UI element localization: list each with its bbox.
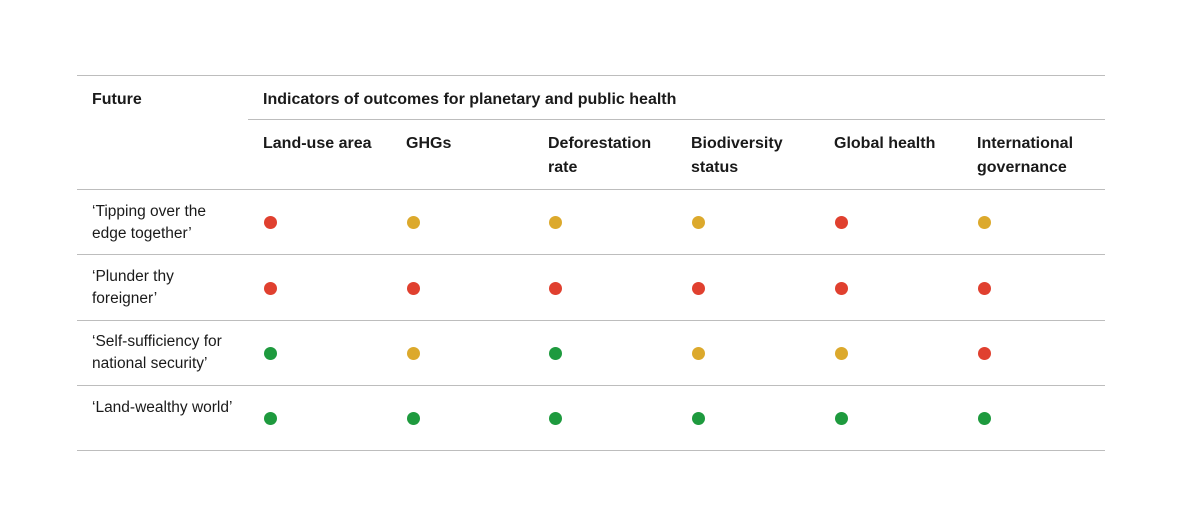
col-header-global-health: Global health <box>834 132 935 156</box>
status-dot-amber <box>978 216 991 229</box>
header-rule <box>77 189 1105 190</box>
status-dot-red <box>835 216 848 229</box>
status-dot-amber <box>549 216 562 229</box>
status-dot-red <box>692 282 705 295</box>
status-dot-green <box>549 412 562 425</box>
status-dot-red <box>978 347 991 360</box>
table-bottom-rule <box>77 450 1105 451</box>
group-header-rule <box>248 119 1105 120</box>
future-header: Future <box>92 88 142 112</box>
status-dot-green <box>549 347 562 360</box>
row-label-land-wealthy-world: ‘Land-wealthy world’ <box>92 397 272 419</box>
col-header-international-governance: International governance <box>977 132 1073 180</box>
status-dot-red <box>264 282 277 295</box>
status-dot-amber <box>407 216 420 229</box>
status-dot-green <box>264 412 277 425</box>
indicators-group-header: Indicators of outcomes for planetary and… <box>263 88 676 112</box>
status-dot-red <box>978 282 991 295</box>
row-rule <box>77 254 1105 255</box>
col-header-deforestation-rate: Deforestation rate <box>548 132 651 180</box>
col-header-land-use-area: Land-use area <box>263 132 371 156</box>
status-dot-amber <box>407 347 420 360</box>
col-header-biodiversity-status: Biodiversity status <box>691 132 783 180</box>
status-dot-red <box>264 216 277 229</box>
status-dot-amber <box>692 347 705 360</box>
row-rule <box>77 320 1105 321</box>
row-label-self-sufficiency: ‘Self-sufficiency for national security’ <box>92 331 252 375</box>
row-rule <box>77 385 1105 386</box>
status-dot-green <box>978 412 991 425</box>
status-dot-amber <box>692 216 705 229</box>
status-dot-green <box>692 412 705 425</box>
status-dot-red <box>549 282 562 295</box>
status-dot-green <box>835 412 848 425</box>
col-header-ghgs: GHGs <box>406 132 451 156</box>
status-dot-green <box>407 412 420 425</box>
row-label-plunder-thy-foreigner: ‘Plunder thy foreigner’ <box>92 266 252 310</box>
status-dot-green <box>264 347 277 360</box>
status-dot-red <box>835 282 848 295</box>
status-dot-red <box>407 282 420 295</box>
outcomes-table: Future Indicators of outcomes for planet… <box>77 75 1105 452</box>
status-dot-amber <box>835 347 848 360</box>
row-label-tipping-over: ‘Tipping over the edge together’ <box>92 201 252 245</box>
